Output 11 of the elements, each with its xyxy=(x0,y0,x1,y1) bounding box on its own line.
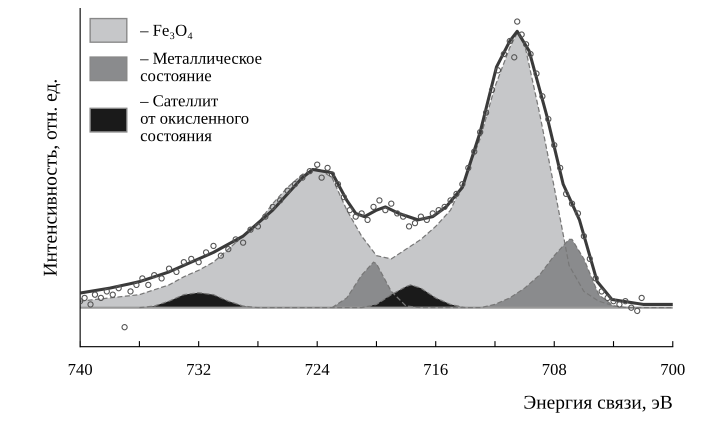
x-tick-label: 716 xyxy=(424,364,448,376)
legend-label: – Fe₃O₄ xyxy=(140,24,192,40)
x-tick-label: 724 xyxy=(306,364,330,375)
x-tick-label: 740 xyxy=(68,364,92,376)
x-axis-title: Энергия связи, эВ xyxy=(524,396,672,413)
y-axis-title: Интенсивность, отн. ед. xyxy=(44,80,60,276)
legend-label: – Сателлит от окисленного состояния xyxy=(140,95,248,142)
legend-label: – Металлическое состояние xyxy=(140,52,262,82)
x-tick-label: 700 xyxy=(661,364,685,376)
x-tick-label: 708 xyxy=(542,364,566,376)
x-tick-label: 732 xyxy=(187,364,210,376)
